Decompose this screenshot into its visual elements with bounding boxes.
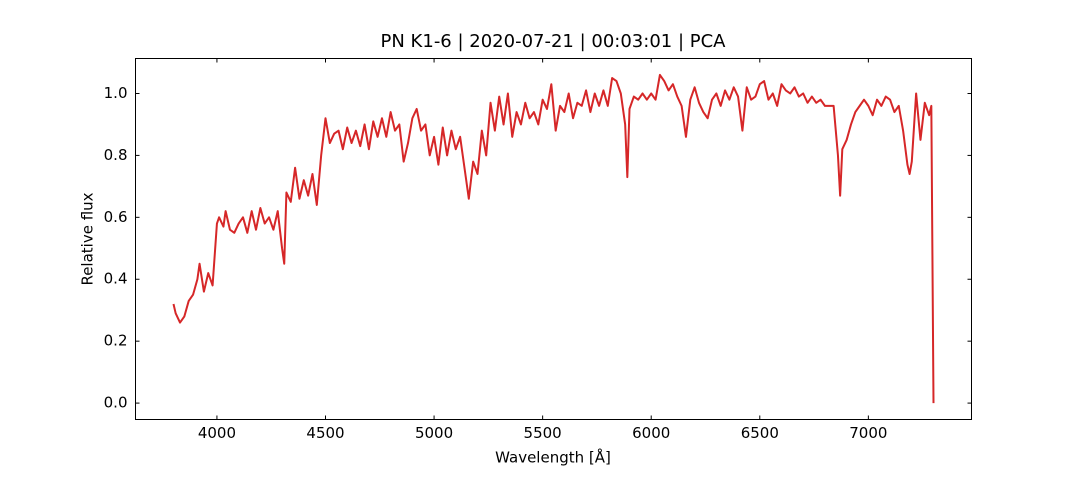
plot-frame	[135, 58, 972, 420]
x-tick-label: 5500	[524, 424, 562, 442]
x-tick-label: 5000	[415, 424, 453, 442]
y-tick-label: 0.6	[104, 208, 128, 226]
y-tick-label: 0.0	[104, 394, 128, 412]
spectrum-line	[172, 73, 935, 404]
x-tick-label: 4000	[198, 424, 236, 442]
x-tick-label: 7000	[849, 424, 887, 442]
y-tick-label: 0.4	[104, 270, 128, 288]
x-tick-label: 6500	[741, 424, 779, 442]
chart-title: PN K1-6 | 2020-07-21 | 00:03:01 | PCA	[381, 31, 727, 52]
x-tick-label: 4500	[306, 424, 344, 442]
x-axis-label: Wavelength [Å]	[495, 448, 611, 467]
y-tick-label: 0.8	[104, 146, 128, 164]
y-tick-label: 0.2	[104, 332, 128, 350]
y-axis-label: Relative flux	[79, 192, 97, 285]
x-tick-label: 6000	[632, 424, 670, 442]
y-tick-label: 1.0	[104, 84, 128, 102]
